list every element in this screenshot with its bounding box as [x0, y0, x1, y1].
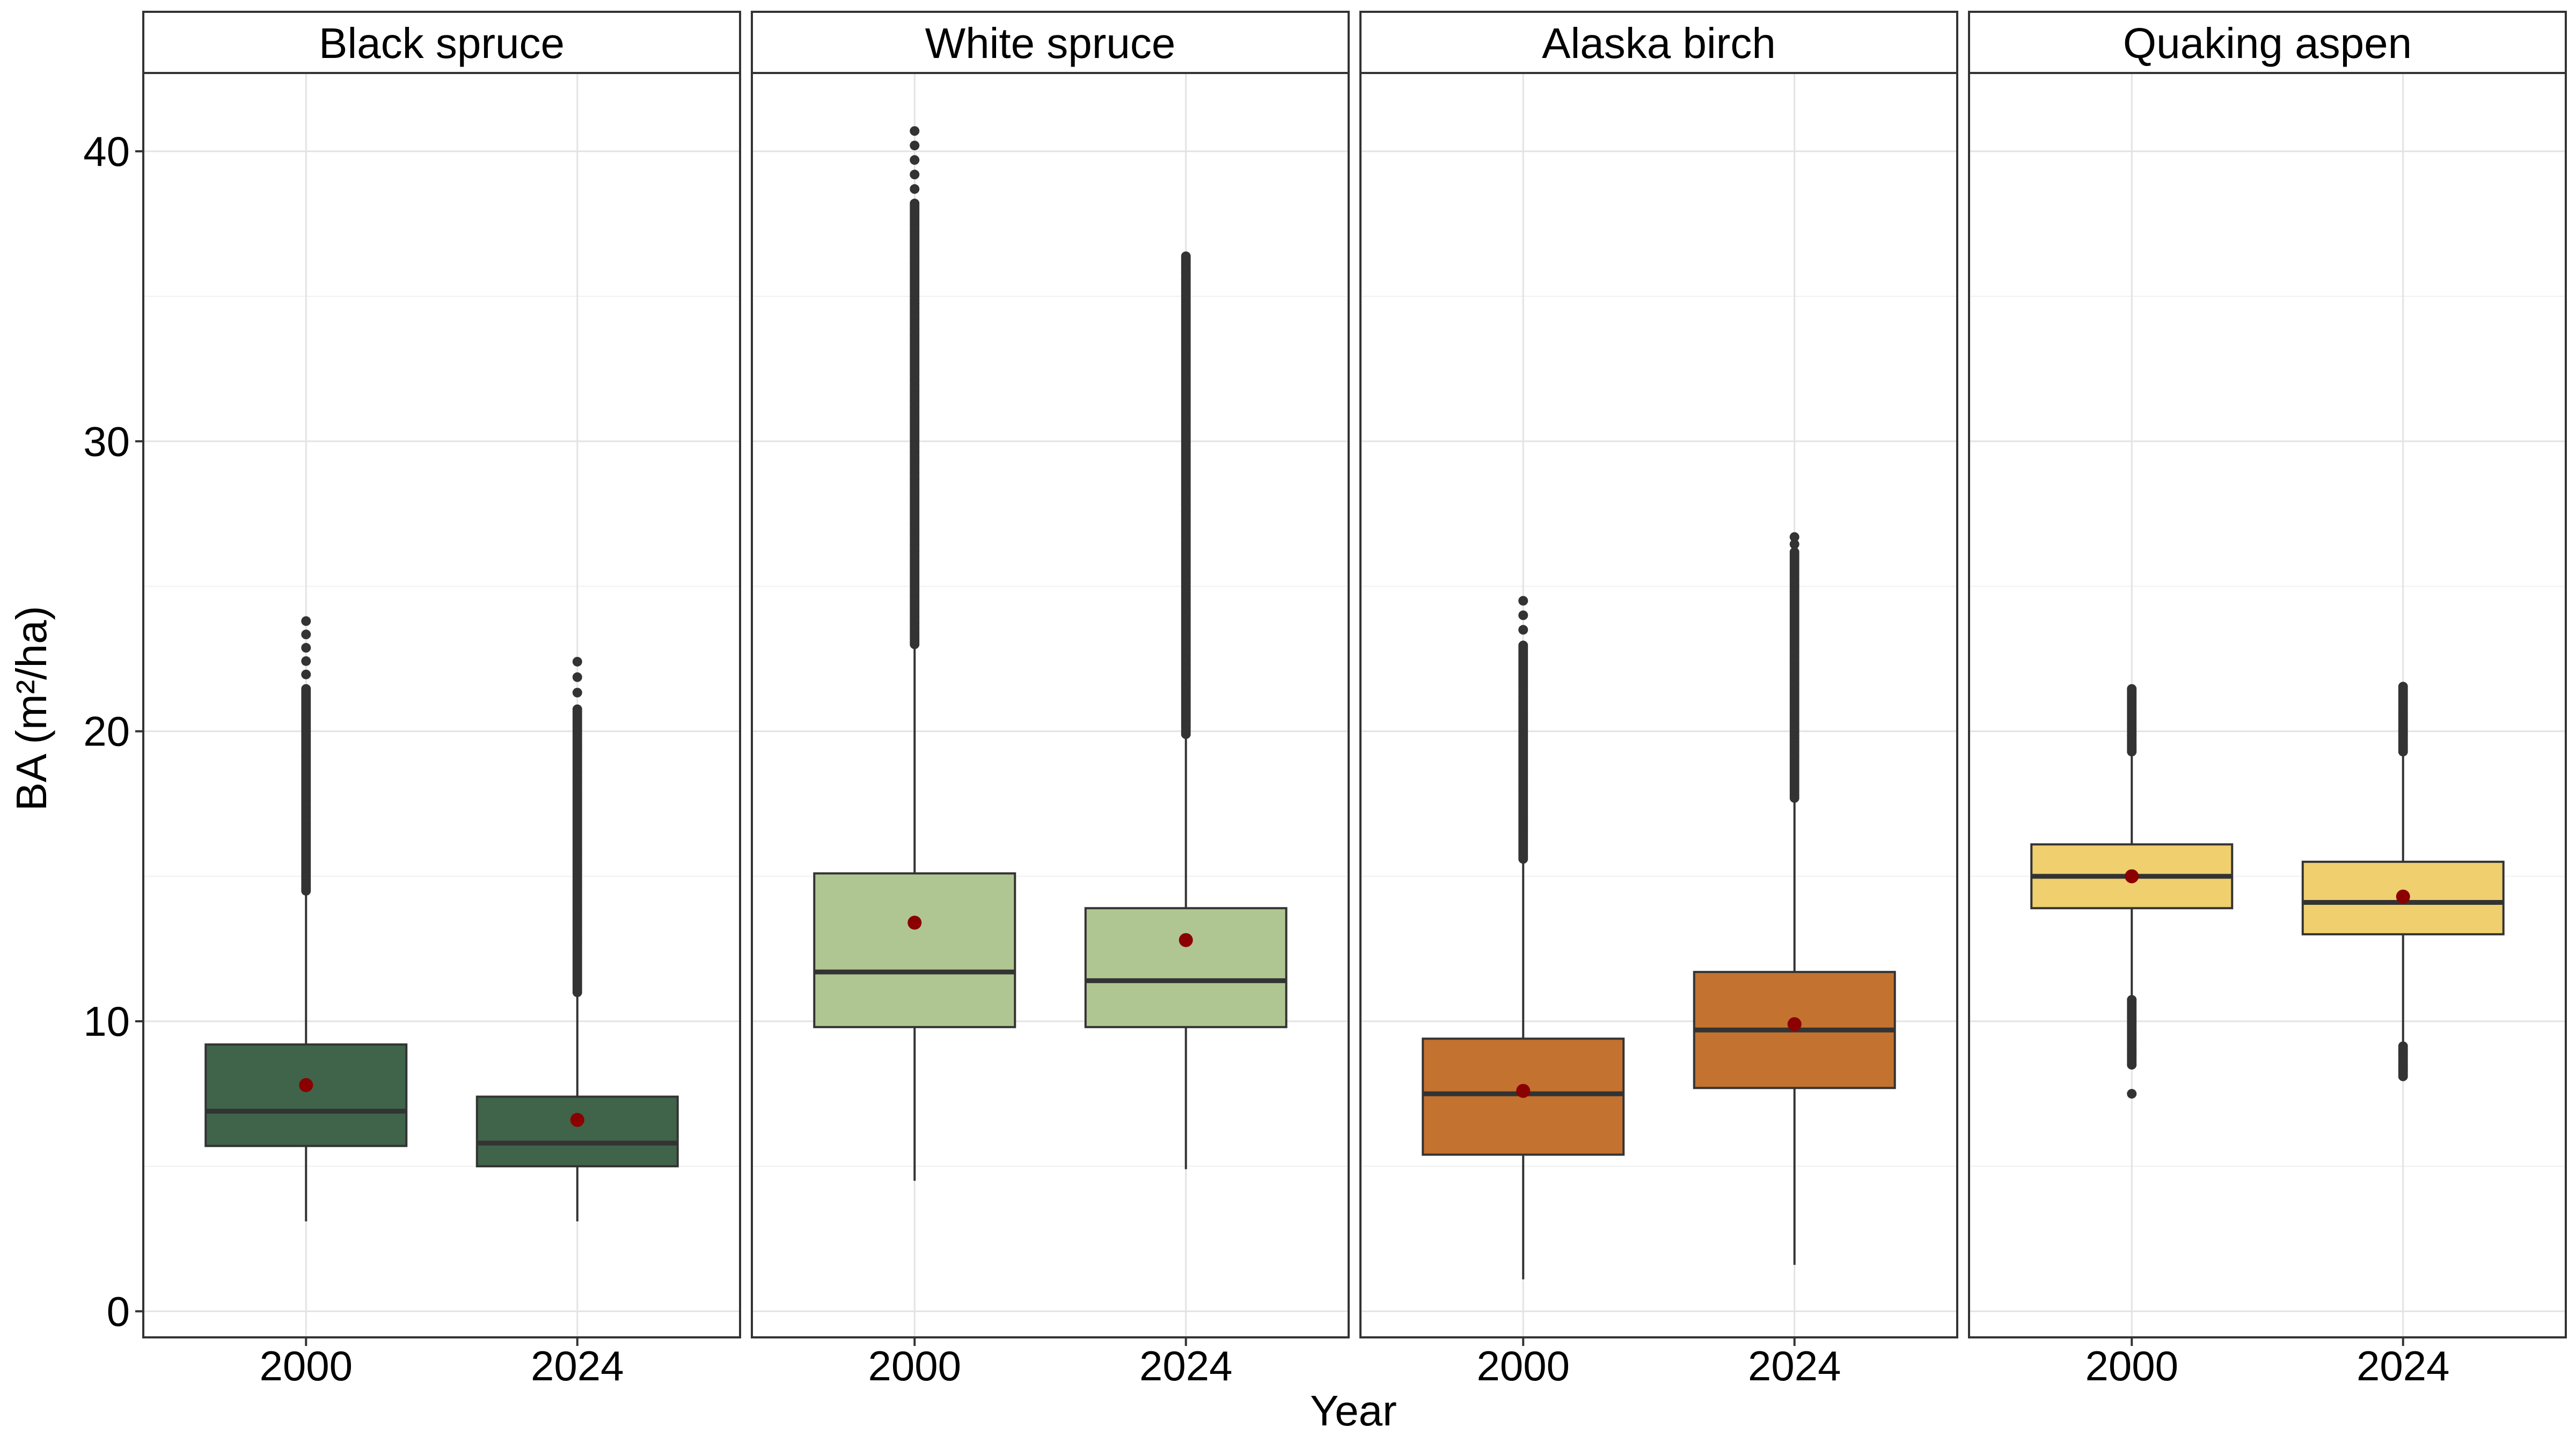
box-2000 — [1422, 596, 1625, 1279]
box-2000 — [2030, 684, 2234, 1099]
outlier-point — [1789, 547, 1799, 557]
outlier-point — [572, 672, 582, 682]
y-tick-label: 30 — [83, 418, 130, 465]
outlier-point — [910, 199, 920, 209]
y-axis-title: BA (m²/ha) — [8, 606, 55, 811]
box-iqr — [1084, 907, 1287, 1028]
outlier-point — [301, 630, 311, 640]
outlier-point — [1789, 532, 1799, 542]
mean-point — [1179, 933, 1193, 947]
y-tick-label: 20 — [83, 708, 130, 755]
outlier-point — [2127, 1089, 2137, 1099]
box-2000 — [813, 126, 1016, 1181]
outlier-point — [910, 184, 920, 194]
outlier-point — [910, 155, 920, 165]
strip-background — [1968, 11, 2567, 74]
box-2024 — [2301, 682, 2505, 1081]
mean-point — [1516, 1084, 1531, 1098]
outlier-point — [1181, 251, 1191, 261]
strip-label: Alaska birch — [1542, 19, 1776, 67]
y-tick-label: 10 — [83, 998, 130, 1045]
mean-point — [299, 1078, 313, 1092]
box-iqr — [475, 1095, 679, 1168]
y-tick-label: 40 — [83, 128, 130, 175]
mean-point — [2125, 869, 2139, 883]
facet-panel: White spruce 2000 2024 — [751, 11, 1350, 1389]
x-tick-label: 2000 — [259, 1342, 353, 1389]
panel-background — [752, 73, 1349, 1337]
outlier-point — [301, 656, 311, 666]
box-2000 — [204, 616, 408, 1221]
x-tick-label: 2024 — [1139, 1342, 1233, 1389]
box-2024 — [1084, 251, 1287, 1169]
outlier-point — [1518, 596, 1528, 606]
facet-panel: Black spruce 2000 2024 — [142, 11, 741, 1389]
outlier-point — [2398, 682, 2408, 692]
outlier-point — [910, 126, 920, 136]
mean-point — [908, 916, 922, 930]
outlier-point — [301, 669, 311, 679]
outlier-point — [2398, 1041, 2408, 1051]
mean-point — [570, 1113, 584, 1127]
x-tick-label: 2000 — [868, 1342, 961, 1389]
strip-label: Quaking aspen — [2123, 19, 2412, 67]
outlier-point — [301, 643, 311, 653]
outlier-point — [910, 170, 920, 180]
outlier-point — [910, 141, 920, 151]
x-axis-title: Year — [1310, 1387, 1397, 1435]
box-2024 — [1693, 532, 1896, 1265]
strip-label: Black spruce — [319, 19, 565, 67]
facet-panel: Quaking aspen 2000 2024 — [1968, 11, 2567, 1389]
x-tick-label: 2000 — [2085, 1342, 2178, 1389]
outlier-point — [572, 656, 582, 667]
strip-background — [751, 11, 1350, 74]
x-tick-label: 2024 — [1748, 1342, 1841, 1389]
outlier-point — [1789, 539, 1799, 550]
outlier-point — [572, 687, 582, 698]
y-axis: 0 10 20 30 40 — [83, 128, 143, 1335]
facet-panels: Black spruce 2000 2024 White spruce 2000 2024… — [142, 11, 2567, 1389]
outlier-point — [1518, 610, 1528, 620]
facet-panel: Alaska birch 2000 2024 — [1359, 11, 1958, 1389]
box-2024 — [475, 656, 679, 1221]
outlier-point — [2127, 684, 2137, 694]
outlier-point — [572, 704, 582, 714]
outlier-point — [301, 684, 311, 694]
x-tick-label: 2000 — [1476, 1342, 1570, 1389]
outlier-point — [1518, 640, 1528, 650]
y-tick-label: 0 — [107, 1287, 130, 1335]
strip-background — [142, 11, 741, 74]
outlier-point — [1518, 625, 1528, 635]
outlier-point — [2127, 995, 2137, 1005]
x-tick-label: 2024 — [531, 1342, 624, 1389]
strip-background — [1359, 11, 1958, 74]
box-iqr — [813, 872, 1016, 1028]
strip-label: White spruce — [925, 19, 1176, 67]
panel-background — [1969, 73, 2566, 1337]
x-tick-label: 2024 — [2357, 1342, 2450, 1389]
outlier-point — [301, 616, 311, 626]
mean-point — [1787, 1017, 1802, 1031]
box-iqr — [204, 1043, 408, 1147]
mean-point — [2396, 889, 2410, 904]
